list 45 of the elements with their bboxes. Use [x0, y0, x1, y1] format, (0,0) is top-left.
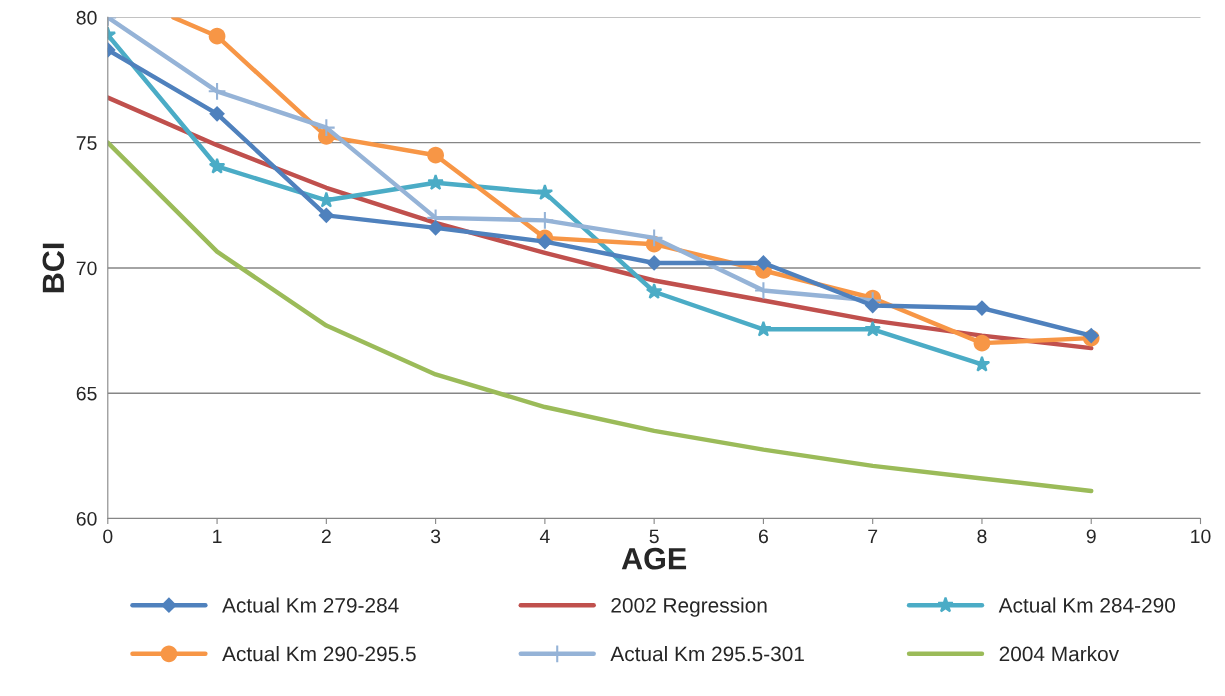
x-tick-label: 5 [649, 529, 659, 544]
legend-label: 2002 Regression [611, 597, 767, 617]
x-tick-label: 0 [103, 529, 113, 544]
point [537, 233, 553, 250]
point [864, 320, 881, 337]
y-tick-label: 65 [76, 386, 97, 401]
legend-label: Actual Km 279-284 [222, 597, 399, 613]
legend-label: 2004 Markov [999, 645, 1120, 662]
x-tick-label: 7 [868, 529, 878, 544]
x-tick-label: 1 [213, 529, 222, 544]
x-tick-label: 6 [759, 529, 768, 544]
point [973, 334, 991, 352]
point [427, 146, 444, 164]
x-tick-label: 9 [1086, 529, 1096, 544]
x-tick-label: 8 [977, 529, 987, 544]
point [208, 27, 226, 45]
y-tick-label: 60 [76, 511, 97, 526]
point [208, 157, 226, 174]
legend-label: Actual Km 284-290 [998, 597, 1176, 613]
point [755, 255, 772, 271]
point [973, 355, 991, 372]
point [316, 118, 336, 138]
x-tick-label: 3 [430, 529, 441, 544]
point [207, 81, 227, 101]
point [427, 174, 444, 190]
point [644, 228, 664, 248]
point [536, 184, 554, 201]
y-axis-title: BCI [42, 243, 65, 293]
line-series [107, 140, 1094, 494]
y-tick-label: 80 [76, 10, 97, 25]
y-tick-label: 70 [76, 261, 97, 276]
x-tick-label: 10 [1191, 529, 1211, 544]
point [318, 207, 335, 224]
legend-label: Actual Km 290-295.5 [222, 645, 416, 662]
point [645, 283, 663, 299]
point [864, 297, 881, 314]
x-tick-label: 4 [539, 529, 550, 544]
x-axis-title: AGE [621, 547, 687, 570]
point [755, 320, 772, 337]
x-tick-label: 2 [321, 529, 331, 544]
y-tick-label: 75 [76, 136, 97, 150]
point [209, 106, 225, 122]
point [427, 220, 444, 236]
point [974, 300, 990, 316]
legend-label: Actual Km 295.5-301 [610, 645, 804, 662]
